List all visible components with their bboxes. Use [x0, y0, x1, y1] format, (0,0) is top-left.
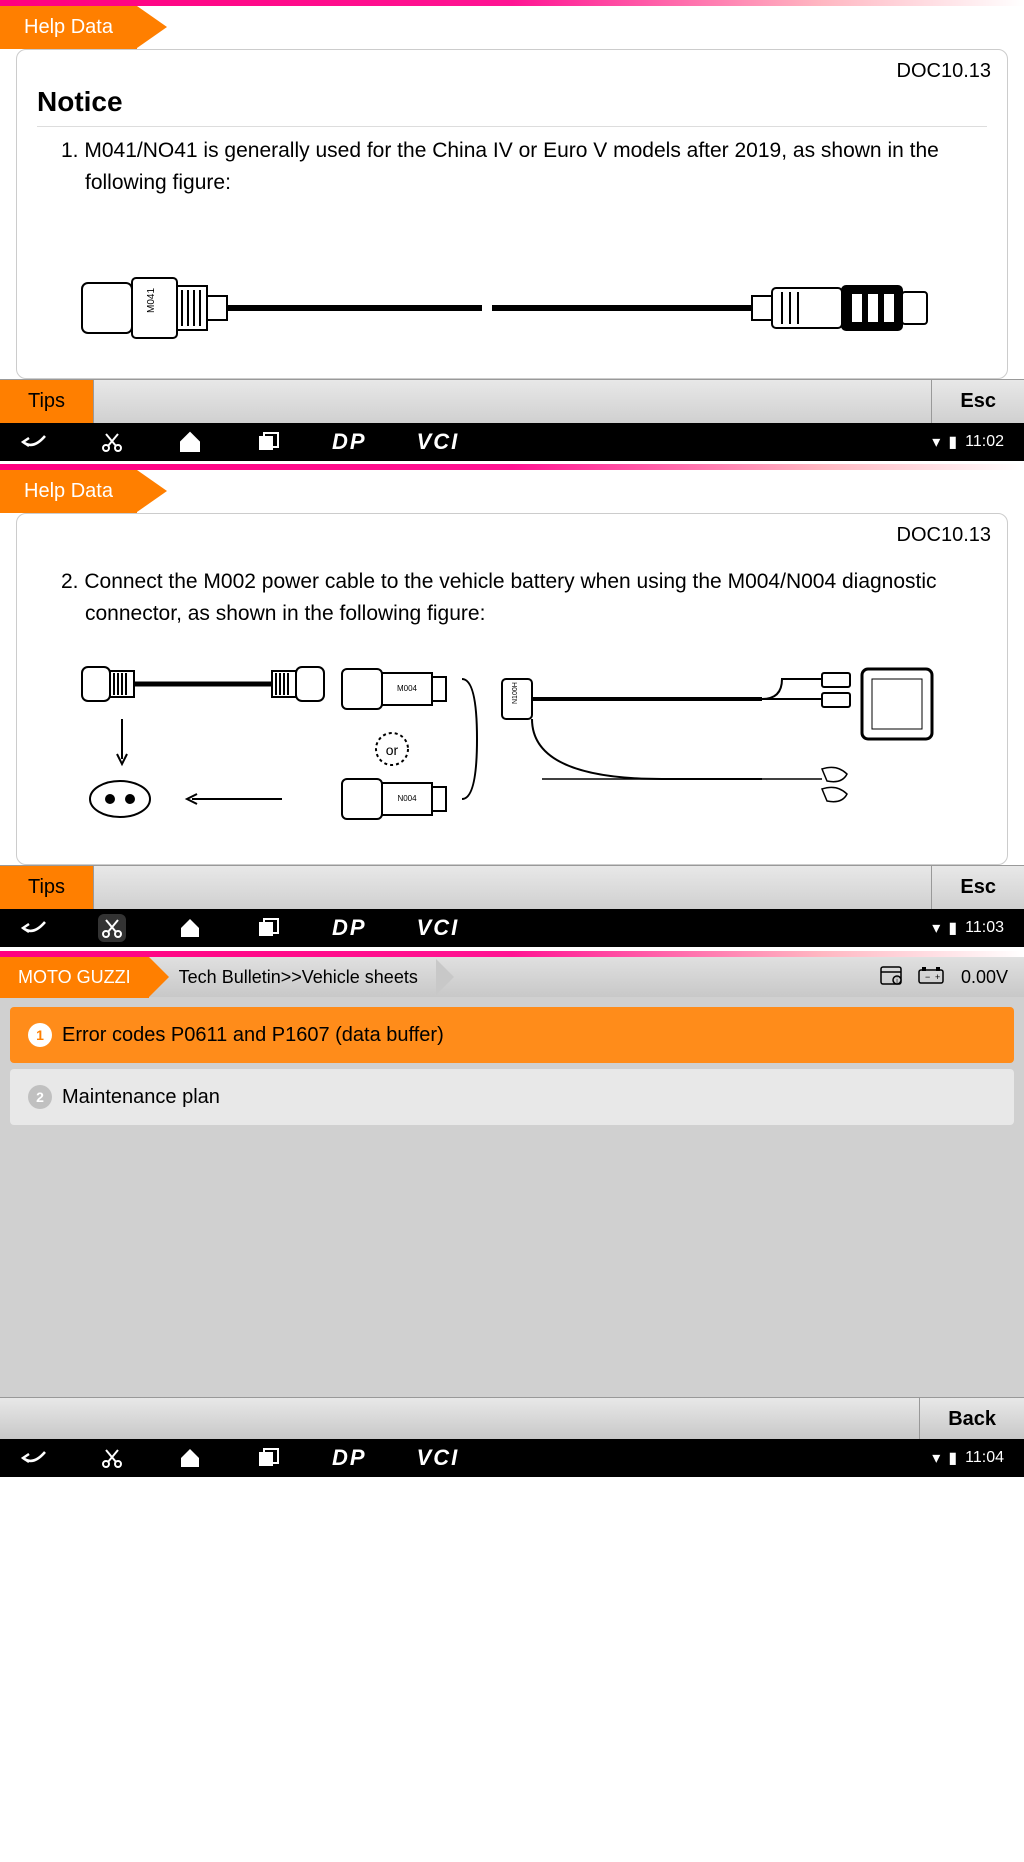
- doc-id-label: DOC10.13: [897, 524, 992, 547]
- svg-text:N100H: N100H: [512, 682, 519, 704]
- battery-icon: ▮: [948, 1448, 957, 1468]
- back-arrow-icon[interactable]: [20, 914, 48, 942]
- clock-time: 11:02: [965, 433, 1004, 451]
- screen-help-data-2: Help Data DOC10.13 2. Connect the M002 p…: [0, 464, 1024, 951]
- svg-text:M004: M004: [397, 684, 418, 693]
- status-area: ▾ ▮ 11:02: [932, 432, 1004, 452]
- home-icon[interactable]: [176, 428, 204, 456]
- calendar-icon[interactable]: i: [879, 964, 903, 991]
- cable-diagram-m004: or M004 N004 N100H: [37, 649, 987, 859]
- vci-label[interactable]: VCI: [417, 915, 460, 941]
- wifi-icon: ▾: [932, 918, 940, 938]
- notice-heading: Notice: [37, 86, 987, 127]
- battery-icon: ▮: [948, 918, 957, 938]
- cable-diagram-m041: M041: [37, 258, 987, 358]
- dp-label[interactable]: DP: [332, 915, 367, 941]
- screen-help-data-1: Help Data DOC10.13 Notice 1. M041/NO41 i…: [0, 0, 1024, 464]
- wifi-icon: ▾: [932, 1448, 940, 1468]
- screen-tech-bulletin: MOTO GUZZI Tech Bulletin>>Vehicle sheets…: [0, 951, 1024, 1483]
- content-card: DOC10.13 Notice 1. M041/NO41 is generall…: [16, 49, 1008, 379]
- item-label: Error codes P0611 and P1607 (data buffer…: [62, 1024, 444, 1047]
- breadcrumb-bar: MOTO GUZZI Tech Bulletin>>Vehicle sheets…: [0, 957, 1024, 997]
- tab-help-data[interactable]: Help Data: [0, 470, 137, 513]
- esc-button[interactable]: Esc: [931, 866, 1024, 909]
- dp-label[interactable]: DP: [332, 1445, 367, 1471]
- home-icon[interactable]: [176, 1444, 204, 1472]
- system-nav-bar: DP VCI ▾ ▮ 11:02: [0, 423, 1024, 461]
- vci-label[interactable]: VCI: [417, 1445, 460, 1471]
- item-number: 2: [28, 1085, 52, 1109]
- svg-text:+: +: [935, 972, 940, 982]
- dp-label[interactable]: DP: [332, 429, 367, 455]
- windows-icon[interactable]: [254, 428, 282, 456]
- footer-bar: Tips Esc: [0, 865, 1024, 909]
- item-label: Maintenance plan: [62, 1086, 220, 1109]
- notice-item-1: 1. M041/NO41 is generally used for the C…: [61, 135, 987, 198]
- back-arrow-icon[interactable]: [20, 1444, 48, 1472]
- windows-icon[interactable]: [254, 914, 282, 942]
- breadcrumb-brand[interactable]: MOTO GUZZI: [0, 957, 149, 998]
- system-nav-bar: DP VCI ▾ ▮ 11:03: [0, 909, 1024, 947]
- back-arrow-icon[interactable]: [20, 428, 48, 456]
- status-area: ▾ ▮ 11:04: [932, 1448, 1004, 1468]
- content-card: DOC10.13 2. Connect the M002 power cable…: [16, 513, 1008, 865]
- battery-icon: ▮: [948, 432, 957, 452]
- scissors-icon[interactable]: [98, 914, 126, 942]
- esc-button[interactable]: Esc: [931, 380, 1024, 423]
- status-area: ▾ ▮ 11:03: [932, 918, 1004, 938]
- scissors-icon[interactable]: [98, 428, 126, 456]
- tips-button[interactable]: Tips: [0, 380, 94, 423]
- svg-text:−: −: [925, 972, 930, 982]
- bulletin-list: 1 Error codes P0611 and P1607 (data buff…: [0, 997, 1024, 1397]
- system-nav-bar: DP VCI ▾ ▮ 11:04: [0, 1439, 1024, 1477]
- footer-bar: Tips Esc: [0, 379, 1024, 423]
- doc-id-label: DOC10.13: [897, 60, 992, 83]
- item-number: 1: [28, 1023, 52, 1047]
- svg-text:or: or: [386, 742, 399, 758]
- windows-icon[interactable]: [254, 1444, 282, 1472]
- breadcrumb-path[interactable]: Tech Bulletin>>Vehicle sheets: [149, 957, 436, 998]
- battery-voltage-icon: −+: [917, 965, 947, 990]
- home-icon[interactable]: [176, 914, 204, 942]
- notice-item-2: 2. Connect the M002 power cable to the v…: [61, 566, 987, 629]
- tips-button[interactable]: Tips: [0, 866, 94, 909]
- clock-time: 11:04: [965, 1449, 1004, 1467]
- voltage-value: 0.00V: [961, 967, 1008, 988]
- list-item-maintenance[interactable]: 2 Maintenance plan: [10, 1069, 1014, 1125]
- wifi-icon: ▾: [932, 432, 940, 452]
- svg-text:M041: M041: [146, 288, 157, 313]
- back-bar: Back: [0, 1397, 1024, 1439]
- vci-label[interactable]: VCI: [417, 429, 460, 455]
- scissors-icon[interactable]: [98, 1444, 126, 1472]
- clock-time: 11:03: [965, 919, 1004, 937]
- back-button[interactable]: Back: [919, 1398, 1024, 1439]
- tab-help-data[interactable]: Help Data: [0, 6, 137, 49]
- list-item-error-codes[interactable]: 1 Error codes P0611 and P1607 (data buff…: [10, 1007, 1014, 1063]
- top-status-icons: i −+ 0.00V: [879, 964, 1024, 991]
- svg-text:N004: N004: [397, 794, 417, 803]
